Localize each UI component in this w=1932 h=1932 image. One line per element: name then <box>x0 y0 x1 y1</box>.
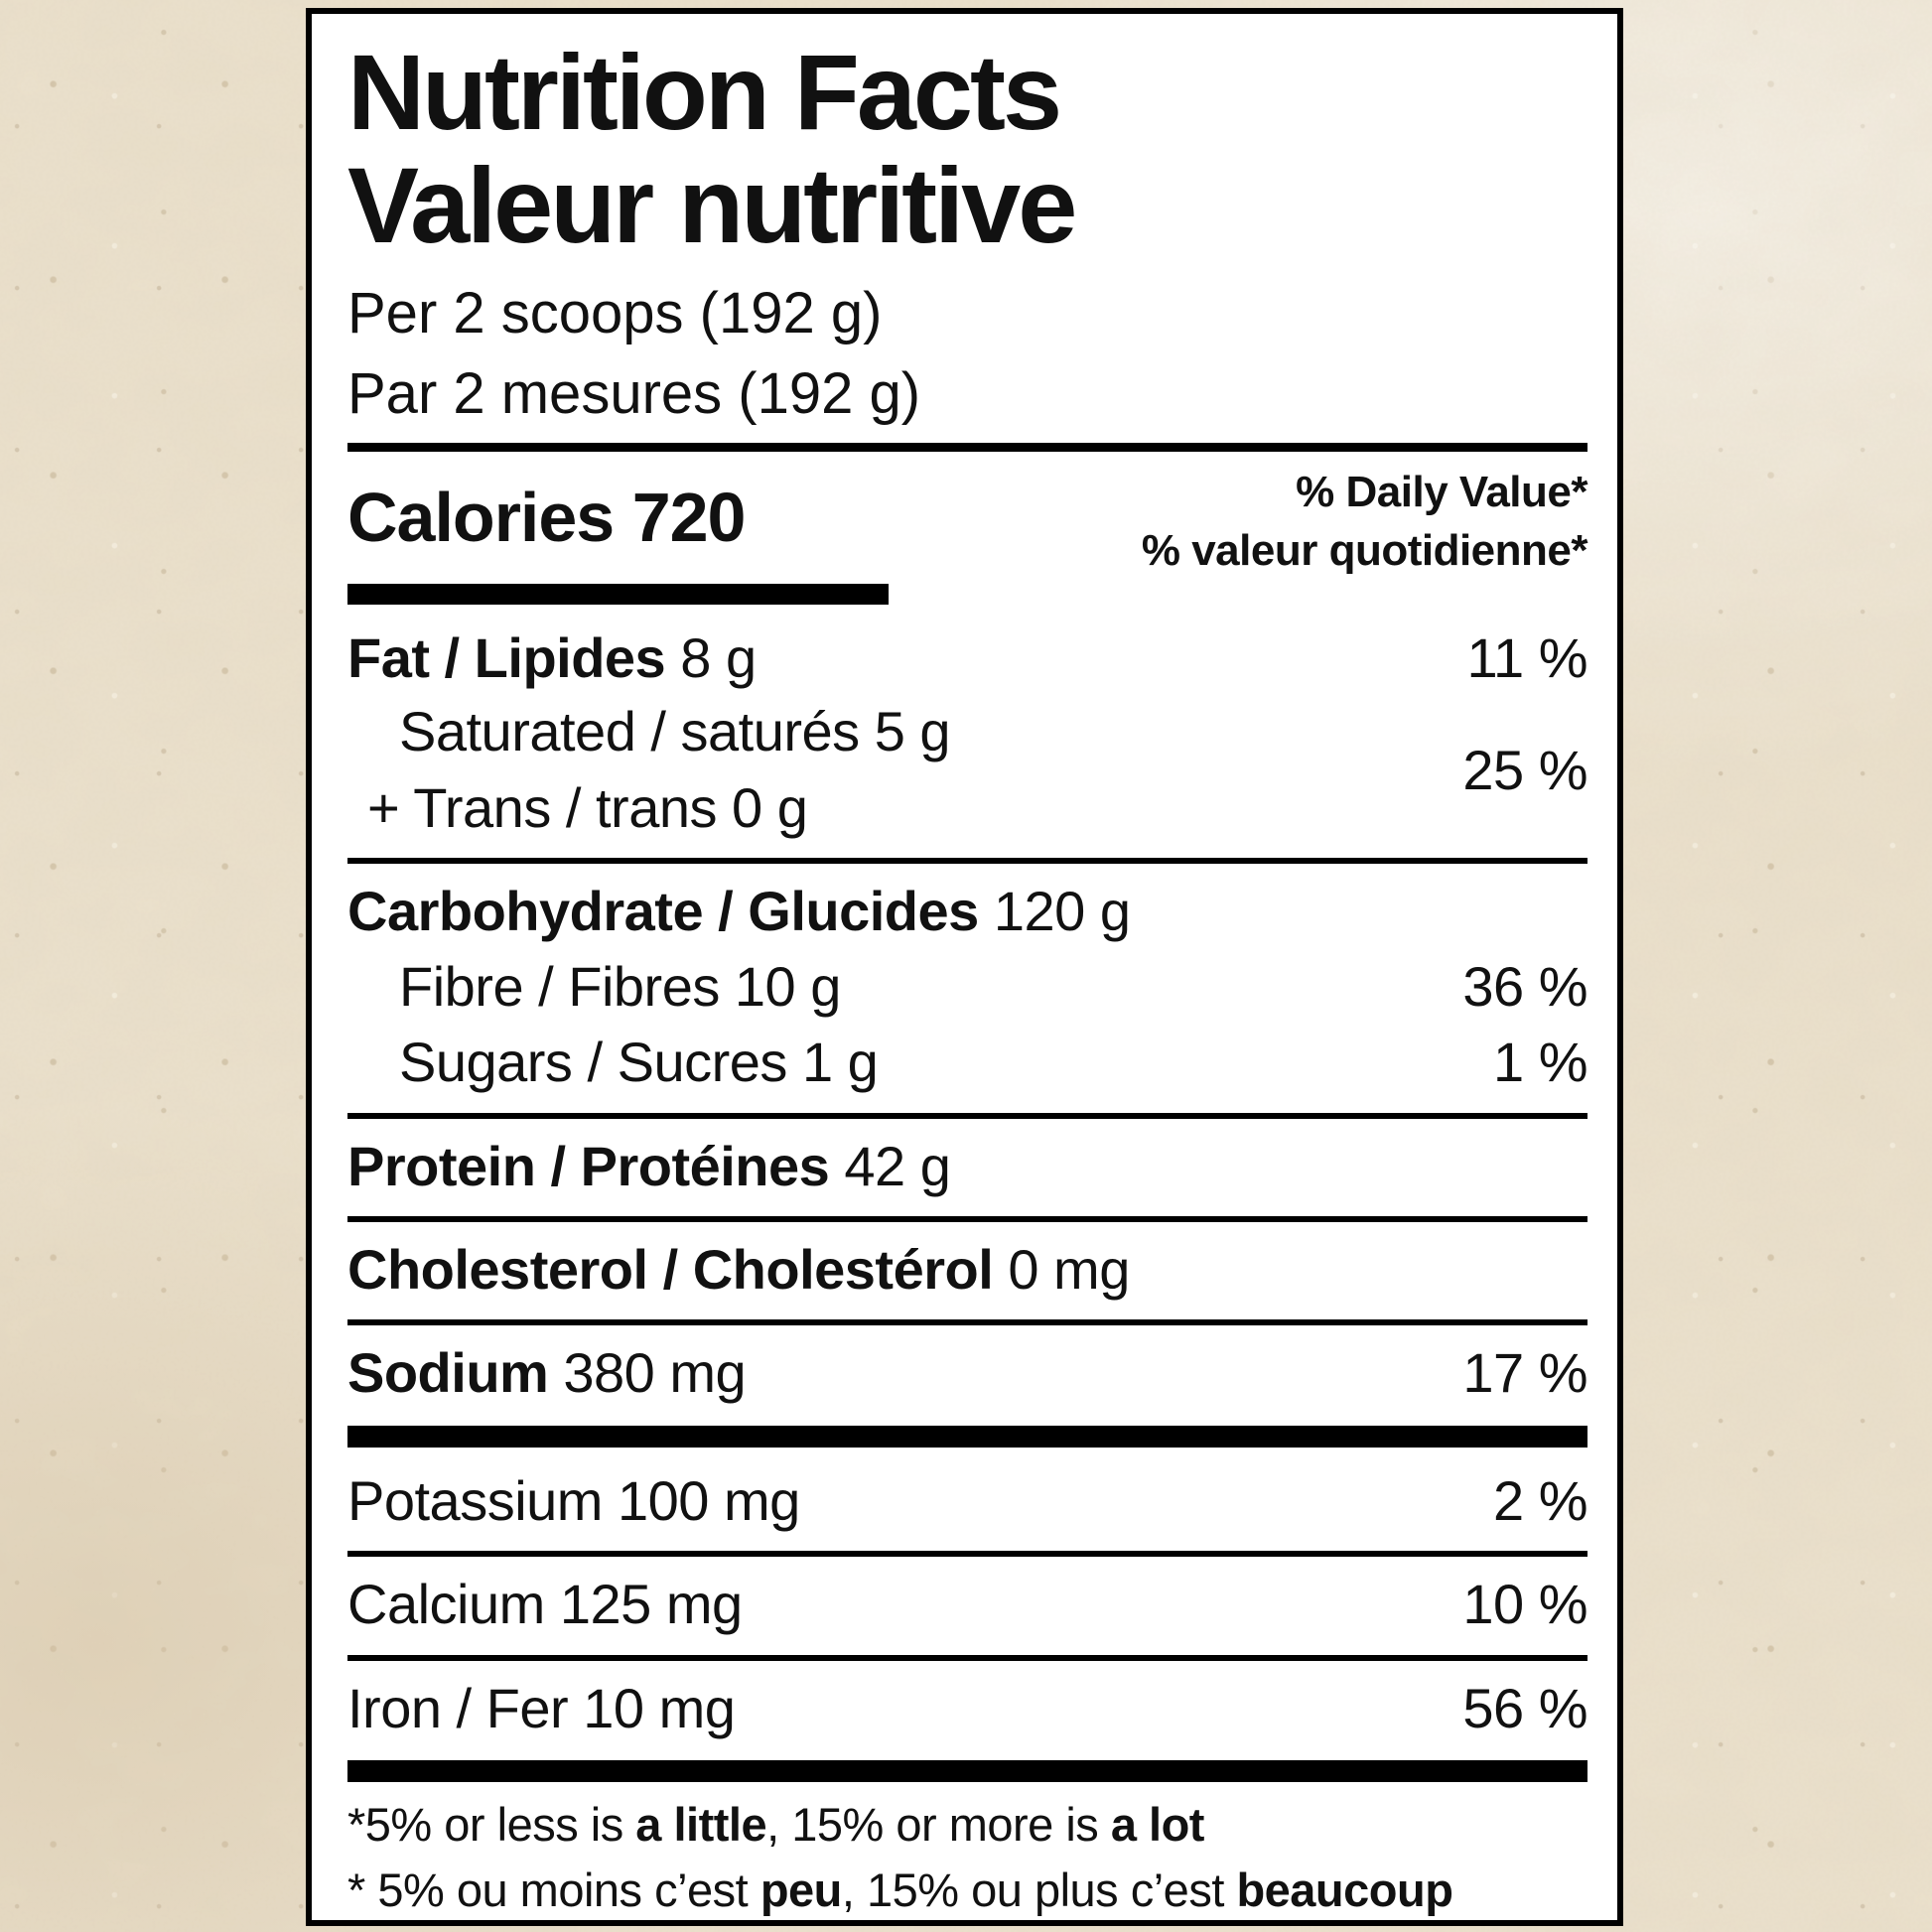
footnote-fr: * 5% ou moins c’est peu, 15% ou plus c’e… <box>347 1863 1453 1917</box>
row-sodium: Sodium 380 mg 17 % <box>347 1341 1587 1405</box>
percent-fibre: 36 % <box>1462 954 1587 1018</box>
row-protein: Protein / Protéines 42 g <box>347 1135 1587 1198</box>
header-divider <box>347 443 1587 453</box>
row-carbohydrate: Carbohydrate / Glucides 120 g <box>347 880 1587 943</box>
calories-text: Calories 720 <box>347 479 746 557</box>
cholesterol-label: Cholesterol / Cholestérol <box>347 1238 994 1302</box>
serving-size-fr: Par 2 mesures (192 g) <box>347 360 921 426</box>
divider-after-protein <box>347 1216 1587 1223</box>
percent-sugars: 1 % <box>1493 1031 1588 1094</box>
percent-sodium: 17 % <box>1462 1341 1587 1405</box>
nutrition-facts-label: Nutrition Facts Valeur nutritive Per 2 s… <box>306 8 1623 1926</box>
daily-value-header: % Daily Value* % valeur quotidienne* <box>1141 462 1588 579</box>
percent-fat: 11 % <box>1466 625 1588 689</box>
percent-iron: 56 % <box>1462 1676 1587 1739</box>
row-cholesterol: Cholesterol / Cholestérol 0 mg <box>347 1238 1587 1302</box>
row-fibre: Fibre / Fibres 10 g 36 % <box>347 955 1587 1019</box>
sugars-label: Sugars / Sucres 1 g <box>399 1031 879 1094</box>
row-calcium: Calcium 125 mg 10 % <box>347 1573 1587 1636</box>
sodium-label: Sodium <box>347 1341 549 1405</box>
iron-label: Iron / Fer 10 mg <box>347 1676 736 1739</box>
calories-underline-bar <box>347 583 889 605</box>
row-sugars: Sugars / Sucres 1 g 1 % <box>347 1031 1588 1094</box>
daily-value-header-fr: % valeur quotidienne* <box>1141 525 1588 575</box>
carbohydrate-label: Carbohydrate / Glucides <box>347 879 979 942</box>
daily-value-header-en: % Daily Value* <box>1296 468 1587 517</box>
carbohydrate-amount: 120 g <box>978 879 1131 942</box>
divider-after-cholesterol <box>347 1319 1587 1326</box>
percent-saturated-trans: 25 % <box>1462 738 1587 801</box>
fat-label: Fat / Lipides <box>347 625 666 689</box>
thick-bar-after-sodium <box>347 1425 1587 1448</box>
protein-label: Protein / Protéines <box>347 1134 830 1197</box>
fibre-label: Fibre / Fibres 10 g <box>399 954 841 1018</box>
trans-line: + Trans / trans 0 g <box>367 776 808 840</box>
row-iron: Iron / Fer 10 mg 56 % <box>347 1677 1587 1740</box>
percent-calcium: 10 % <box>1462 1573 1587 1636</box>
divider-after-potassium <box>347 1551 1587 1558</box>
footnote-en: *5% or less is a little, 15% or more is … <box>347 1798 1204 1852</box>
title-en: Nutrition Facts <box>347 32 1062 152</box>
sodium-amount: 380 mg <box>548 1341 747 1405</box>
divider-after-calcium <box>347 1654 1587 1661</box>
divider-after-fat <box>347 857 1587 864</box>
thick-bar-after-iron <box>347 1760 1587 1783</box>
serving-size-en: Per 2 scoops (192 g) <box>347 280 883 345</box>
row-potassium: Potassium 100 mg 2 % <box>347 1468 1588 1533</box>
calories-row: Calories 720 % Daily Value* % valeur quo… <box>347 462 1588 579</box>
potassium-label: Potassium 100 mg <box>347 1468 800 1532</box>
calcium-label: Calcium 125 mg <box>347 1573 743 1636</box>
title-fr: Valeur nutritive <box>347 145 1077 266</box>
saturated-line: Saturated / saturés 5 g <box>399 699 951 762</box>
divider-after-carbohydrate <box>347 1112 1587 1119</box>
fat-amount: 8 g <box>665 625 757 689</box>
row-saturated-trans: Saturated / saturés 5 g + Trans / trans … <box>347 700 1587 840</box>
percent-potassium: 2 % <box>1493 1468 1588 1532</box>
cholesterol-amount: 0 mg <box>993 1238 1130 1302</box>
protein-amount: 42 g <box>829 1134 951 1197</box>
row-fat: Fat / Lipides 8 g 11 % <box>347 625 1588 690</box>
